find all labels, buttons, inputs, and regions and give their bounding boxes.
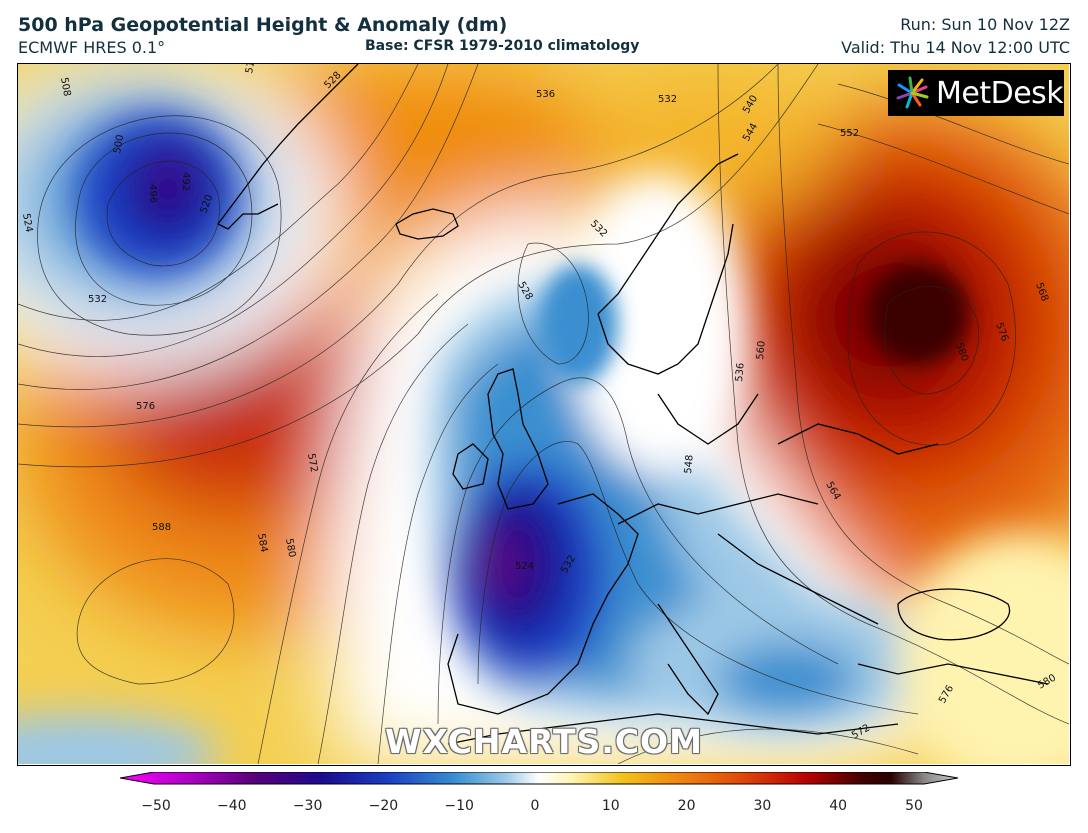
colorbar-tick-label: −30 xyxy=(292,798,323,814)
contour-label: 508 xyxy=(58,77,72,98)
contour-label: 512 xyxy=(244,64,258,75)
contour-label: 492 xyxy=(180,172,191,191)
colorbar-tick-label: 0 xyxy=(530,798,540,814)
weather-map[interactable]: 508 512 500 496 492 528 536 532 540 544 … xyxy=(17,63,1071,766)
coastlines xyxy=(217,64,1049,745)
colorbar-tick-label: −40 xyxy=(217,798,247,814)
colorbar-tick-label: −50 xyxy=(141,798,171,814)
valid-time-label: Valid: Thu 14 Nov 12:00 UTC xyxy=(841,38,1070,57)
contour-label: 524 xyxy=(515,561,534,572)
metdesk-pinwheel-icon xyxy=(896,76,929,109)
contour-label: 572 xyxy=(305,453,319,474)
colorbar-strip xyxy=(119,771,959,785)
contour-label: 524 xyxy=(20,213,34,234)
contour-label: 580 xyxy=(283,538,297,559)
colorbar-tick-label: −10 xyxy=(444,798,474,814)
contour-label: 548 xyxy=(683,454,696,474)
contour-label: 552 xyxy=(840,128,859,139)
colorbar-tick-label: 30 xyxy=(753,798,772,814)
contour-label: 536 xyxy=(734,362,747,382)
colorbar-tick-label: 40 xyxy=(829,798,848,814)
colorbar-tick-label: 10 xyxy=(601,798,620,814)
run-time-label: Run: Sun 10 Nov 12Z xyxy=(900,15,1070,34)
climatology-base-label: Base: CFSR 1979-2010 climatology xyxy=(365,38,640,54)
model-label: ECMWF HRES 0.1° xyxy=(18,38,166,57)
contour-label: 496 xyxy=(147,184,158,203)
colorbar-tick-label: −20 xyxy=(368,798,399,814)
contour-label: 588 xyxy=(152,522,171,533)
contour-label: 560 xyxy=(755,340,768,360)
contour-label: 532 xyxy=(88,294,107,305)
contour-label: 536 xyxy=(536,89,555,100)
height-contours xyxy=(18,64,1069,764)
contour-label: 532 xyxy=(658,94,677,105)
chart-title: 500 hPa Geopotential Height & Anomaly (d… xyxy=(18,14,508,36)
colorbar-tick-label: 20 xyxy=(677,798,696,814)
metdesk-logo[interactable]: MetDesk xyxy=(888,70,1064,116)
logo-text: MetDesk xyxy=(936,75,1064,111)
colorbar-tick-label: 50 xyxy=(905,798,923,814)
contour-label: 500 xyxy=(112,134,126,155)
contour-label: 584 xyxy=(255,533,269,554)
contour-label: 576 xyxy=(136,401,155,412)
anomaly-field: 508 512 500 496 492 528 536 532 540 544 … xyxy=(18,64,1069,764)
watermark: WXCHARTS.COM xyxy=(385,722,703,761)
anomaly-colorbar: −50 −40 −30 −20 −10 0 10 20 30 40 50 xyxy=(119,771,959,832)
